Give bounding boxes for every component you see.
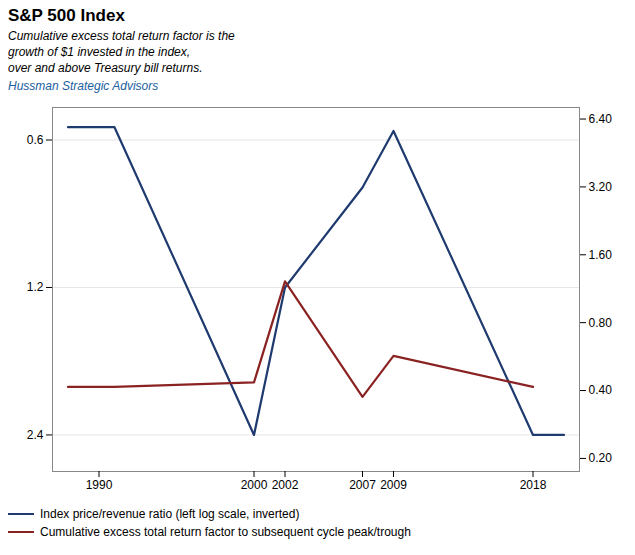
svg-text:2002: 2002 bbox=[272, 478, 299, 492]
svg-text:2018: 2018 bbox=[520, 478, 547, 492]
svg-text:2009: 2009 bbox=[380, 478, 407, 492]
svg-text:0.6: 0.6 bbox=[27, 132, 44, 146]
svg-text:3.20: 3.20 bbox=[589, 179, 613, 193]
html-text:Index price/revenue ratio (lef: Index price/revenue ratio (left log scal… bbox=[40, 506, 300, 521]
svg-text:2000: 2000 bbox=[241, 478, 268, 492]
svg-text:1.2: 1.2 bbox=[27, 280, 44, 294]
svg-text:6.40: 6.40 bbox=[589, 111, 613, 125]
html-text:Cumulative excess total return: Cumulative excess total return factor to… bbox=[40, 524, 411, 539]
svg-text:2007: 2007 bbox=[349, 478, 376, 492]
svg-text:0.80: 0.80 bbox=[589, 315, 613, 329]
html-text:S&P 500 Index: S&P 500 Index bbox=[8, 6, 125, 25]
svg-text:0.40: 0.40 bbox=[589, 383, 613, 397]
html-text:Hussman Strategic Advisors: Hussman Strategic Advisors bbox=[8, 78, 159, 93]
svg-text:0.20: 0.20 bbox=[589, 451, 613, 465]
svg-text:2.4: 2.4 bbox=[27, 427, 44, 441]
html-text:Cumulative excess total return: Cumulative excess total return factor is… bbox=[8, 29, 235, 76]
svg-text:1990: 1990 bbox=[86, 478, 113, 492]
svg-text:1.60: 1.60 bbox=[589, 247, 613, 261]
